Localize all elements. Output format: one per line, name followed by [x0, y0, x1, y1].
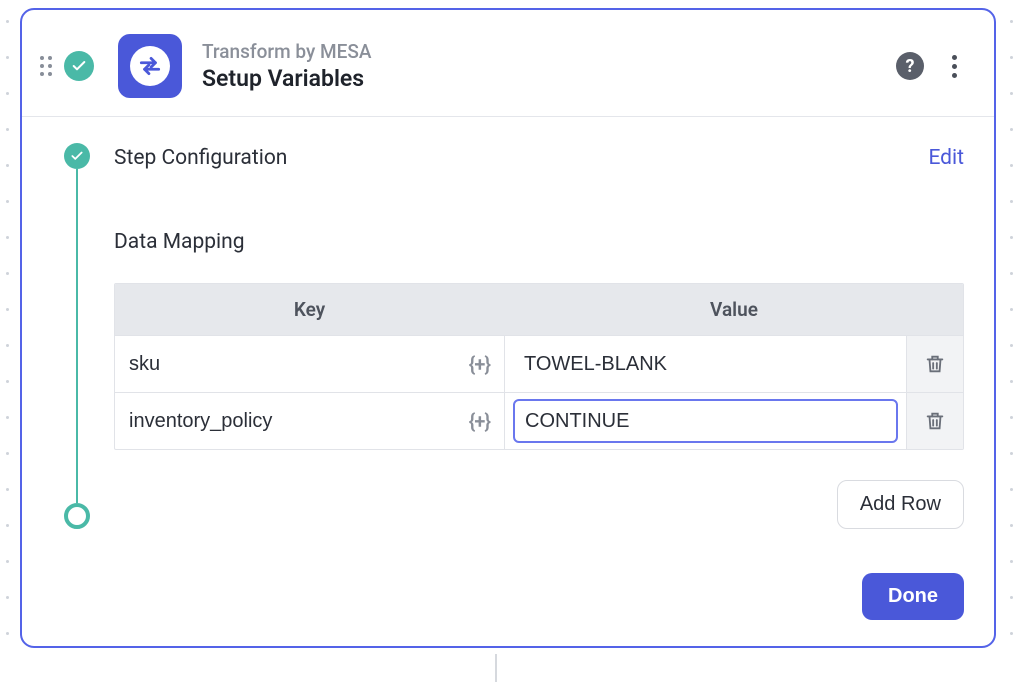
key-input[interactable] — [129, 353, 463, 376]
step-title: Setup Variables — [202, 65, 896, 92]
more-menu-icon[interactable] — [942, 55, 966, 78]
table-row: {+} — [115, 335, 963, 392]
done-button[interactable]: Done — [862, 573, 964, 620]
column-header-key: Key — [115, 284, 505, 335]
app-subtitle: Transform by MESA — [202, 40, 896, 63]
edit-link[interactable]: Edit — [928, 146, 964, 170]
table-header: Key Value — [115, 284, 963, 335]
add-row-button[interactable]: Add Row — [837, 480, 964, 529]
help-icon[interactable]: ? — [896, 52, 924, 80]
table-row: {+} — [115, 392, 963, 449]
value-input[interactable] — [513, 399, 898, 443]
status-check-icon — [64, 51, 94, 81]
canvas-grid-left — [2, 0, 12, 682]
card-footer: Done — [22, 573, 994, 646]
step-configuration-label: Step Configuration — [114, 146, 287, 170]
transform-icon — [130, 46, 170, 86]
card-body: Step Configuration Edit Data Mapping Key… — [22, 117, 994, 573]
header-titles: Transform by MESA Setup Variables — [202, 40, 896, 92]
delete-row-button[interactable] — [907, 336, 963, 392]
trash-icon — [924, 353, 946, 375]
column-header-value: Value — [505, 284, 963, 335]
canvas-grid-right — [1010, 0, 1020, 682]
data-mapping-label: Data Mapping — [114, 230, 245, 254]
step-rail — [58, 143, 96, 529]
mapping-table: Key Value {+} — [114, 283, 964, 450]
drag-handle-icon[interactable] — [36, 54, 56, 78]
insert-token-icon[interactable]: {+} — [463, 409, 496, 433]
trash-icon — [924, 410, 946, 432]
app-icon — [118, 34, 182, 98]
step-connector — [76, 169, 78, 503]
card-header: Transform by MESA Setup Variables ? — [22, 10, 994, 116]
connector-stub — [495, 654, 497, 682]
step-indicator-active-icon — [64, 503, 90, 529]
insert-token-icon[interactable]: {+} — [463, 352, 496, 376]
value-input[interactable] — [513, 342, 898, 386]
step-card: Transform by MESA Setup Variables ? Step… — [20, 8, 996, 648]
delete-row-button[interactable] — [907, 393, 963, 449]
key-input[interactable] — [129, 410, 463, 433]
step-indicator-done-icon — [64, 143, 90, 169]
